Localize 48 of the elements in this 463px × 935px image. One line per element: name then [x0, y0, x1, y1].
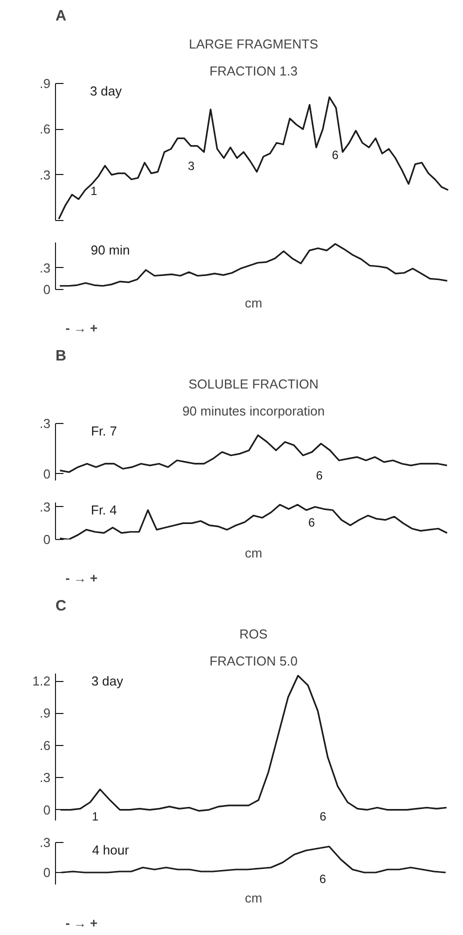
y-tick-label: 0	[43, 282, 51, 297]
annotation: 6	[319, 872, 326, 886]
series-label: Fr. 7	[90, 424, 117, 438]
y-tick-label: 1.2	[32, 674, 51, 689]
x-axis-title: cm	[244, 296, 262, 310]
text: A	[56, 8, 66, 24]
text: - → +	[66, 570, 98, 586]
chart-subtitle: 90 minutes incorporation	[182, 404, 325, 418]
y-tick-label: .3	[40, 835, 50, 850]
y-tick-label: .9	[40, 76, 50, 91]
y-tick-label: .9	[40, 706, 50, 721]
y-tick-label: .3	[40, 770, 50, 786]
chart-title: ROS	[239, 626, 268, 642]
series-label: 90 min	[90, 242, 130, 258]
annotation: 3	[188, 159, 195, 174]
line-series	[59, 504, 448, 540]
y-tick-label: 0	[43, 466, 51, 482]
chart-subtitle: FRACTION 5.0	[209, 654, 298, 668]
y-tick-label: .3	[40, 416, 50, 431]
y-tick-label: .6	[40, 122, 50, 137]
chart-subtitle: FRACTION 1.3	[209, 64, 298, 78]
series-label: Fr. 4	[90, 502, 117, 518]
annotation: 1	[92, 810, 99, 824]
text: 3 day	[91, 674, 124, 688]
y-tick-label: .3	[40, 167, 50, 182]
annotation: 1	[90, 184, 98, 198]
annotation: 6	[320, 810, 327, 824]
y-tick-label: 0	[43, 802, 51, 818]
text: C	[56, 598, 66, 614]
y-tick-label: .6	[40, 738, 50, 753]
annotation: 6	[308, 516, 316, 530]
x-axis-title: cm	[244, 890, 262, 906]
y-tick-label: .3	[40, 260, 50, 276]
y-tick-label: .3	[40, 499, 50, 514]
series-label: 4 hour	[92, 842, 130, 858]
text: 3 day	[90, 84, 122, 98]
y-tick-label: 0	[43, 532, 51, 547]
line-series	[59, 243, 448, 287]
text: B	[56, 348, 66, 364]
y-tick-label: 0	[43, 865, 51, 880]
line-series	[60, 674, 448, 812]
text: - → +	[66, 320, 98, 336]
annotation: 6	[316, 468, 323, 482]
text: - → +	[66, 916, 98, 930]
x-axis-title: cm	[244, 546, 262, 560]
annotation: 6	[332, 148, 339, 162]
chart-title: LARGE FRAGMENTS	[188, 36, 318, 52]
chart-title: SOLUBLE FRACTION	[188, 376, 319, 392]
